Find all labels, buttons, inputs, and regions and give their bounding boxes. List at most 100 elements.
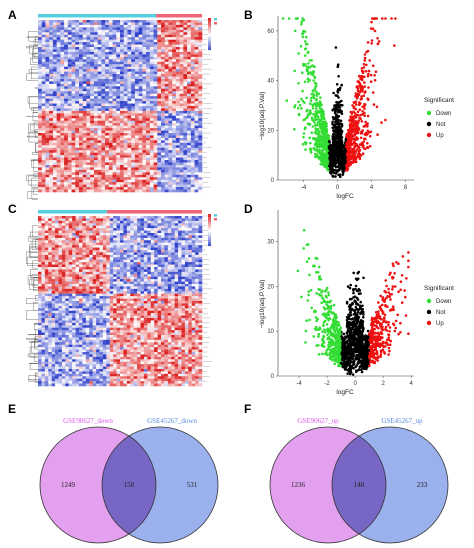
heatmap-cell (123, 88, 128, 92)
heatmap-cell (75, 42, 80, 45)
heatmap-cell (179, 172, 184, 176)
heatmap-cell (82, 108, 87, 112)
heatmap-cell (137, 228, 141, 231)
heatmap-cell (123, 177, 128, 181)
heatmap-cell (179, 106, 184, 109)
heatmap-cell (198, 118, 203, 122)
heatmap-cell (82, 32, 87, 36)
heatmap-cell (198, 120, 203, 124)
heatmap-cell (130, 220, 134, 224)
heatmap-cell (108, 27, 113, 31)
heatmap-cell (71, 123, 76, 126)
heatmap-cell (175, 101, 180, 104)
heatmap-cell (146, 150, 151, 153)
heatmap-cell (102, 228, 107, 231)
heatmap-cell (86, 76, 91, 80)
heatmap-cell (61, 225, 66, 229)
heatmap-cell (116, 164, 121, 168)
heatmap-cell (86, 157, 91, 161)
heatmap-cell (168, 59, 173, 63)
heatmap-cell (82, 130, 87, 134)
heatmap-cell (131, 172, 136, 176)
heatmap-cell (79, 81, 84, 85)
heatmap-cell (134, 145, 139, 149)
heatmap-cell (134, 37, 139, 40)
heatmap-cell (60, 27, 65, 31)
heatmap-cell (187, 182, 192, 185)
heatmap-cell (172, 147, 177, 151)
heatmap-cell (41, 59, 46, 63)
volcano-point (366, 114, 370, 118)
heatmap-cell (164, 76, 169, 80)
heatmap-cell (127, 120, 132, 124)
heatmap-cell (101, 61, 106, 65)
heatmap-cell (93, 106, 98, 109)
heatmap-cell (75, 54, 80, 58)
heatmap-cell (168, 174, 173, 178)
heatmap-cell (82, 78, 87, 82)
heatmap-cell (64, 88, 69, 92)
heatmap-cell (75, 34, 80, 38)
heatmap-cell (75, 20, 80, 23)
volcano-point (321, 109, 325, 113)
heatmap-cell (142, 160, 147, 163)
heatmap-cell (142, 61, 147, 65)
heatmap-cell (86, 177, 91, 181)
heatmap-cell (101, 88, 106, 92)
heatmap-cell (49, 137, 54, 141)
heatmap-cell (198, 150, 203, 153)
heatmap-cell (146, 101, 151, 104)
heatmap-cell (178, 218, 182, 222)
heatmap-cell (90, 20, 95, 23)
heatmap-cell (167, 228, 172, 231)
volcano-point (359, 77, 362, 81)
heatmap-cell (52, 27, 57, 31)
heatmap-cell (116, 71, 121, 75)
heatmap-cell (79, 113, 84, 117)
heatmap-cell (143, 216, 148, 219)
volcano-point (370, 20, 373, 24)
heatmap-cell (67, 150, 72, 153)
heatmap-cell (49, 160, 54, 163)
heatmap-cell (116, 174, 121, 178)
heatmap-cell (112, 115, 117, 119)
heatmap-cell (93, 83, 98, 87)
heatmap-cell (157, 106, 162, 109)
heatmap-cell (101, 155, 106, 158)
heatmap-cell (146, 39, 151, 43)
heatmap-cell (116, 160, 121, 163)
heatmap-cell (138, 187, 143, 190)
heatmap-cell (194, 167, 199, 171)
heatmap-cell (179, 88, 184, 92)
heatmap-cell (71, 133, 76, 136)
heatmap-cell (108, 189, 113, 193)
heatmap-cell (60, 32, 65, 36)
heatmap-cell (82, 69, 87, 72)
volcano-point (297, 52, 300, 55)
volcano-point (312, 90, 315, 93)
heatmap-cell (120, 167, 125, 171)
heatmap-cell (60, 59, 65, 63)
heatmap-cell (146, 27, 151, 31)
volcano-point (366, 49, 370, 53)
heatmap-cell (134, 162, 139, 166)
heatmap-cell (72, 216, 76, 219)
heatmap-cell (123, 218, 128, 222)
heatmap-cell (187, 54, 192, 58)
heatmap-cell (147, 225, 152, 229)
heatmap-cell (172, 167, 177, 171)
heatmap-cell (97, 59, 102, 63)
heatmap-cell (131, 76, 136, 80)
heatmap-cell (131, 113, 136, 117)
heatmap-cell (198, 162, 203, 166)
heatmap-cell (56, 113, 61, 117)
heatmap-cell (49, 101, 54, 104)
heatmap-cell (41, 74, 46, 77)
heatmap-cell (71, 49, 76, 53)
heatmap-cell (134, 110, 139, 114)
heatmap-cell (108, 137, 113, 141)
heatmap-cell (101, 164, 106, 168)
heatmap-cell (123, 29, 128, 33)
volcano-point (322, 122, 325, 126)
heatmap-cell (79, 128, 84, 131)
